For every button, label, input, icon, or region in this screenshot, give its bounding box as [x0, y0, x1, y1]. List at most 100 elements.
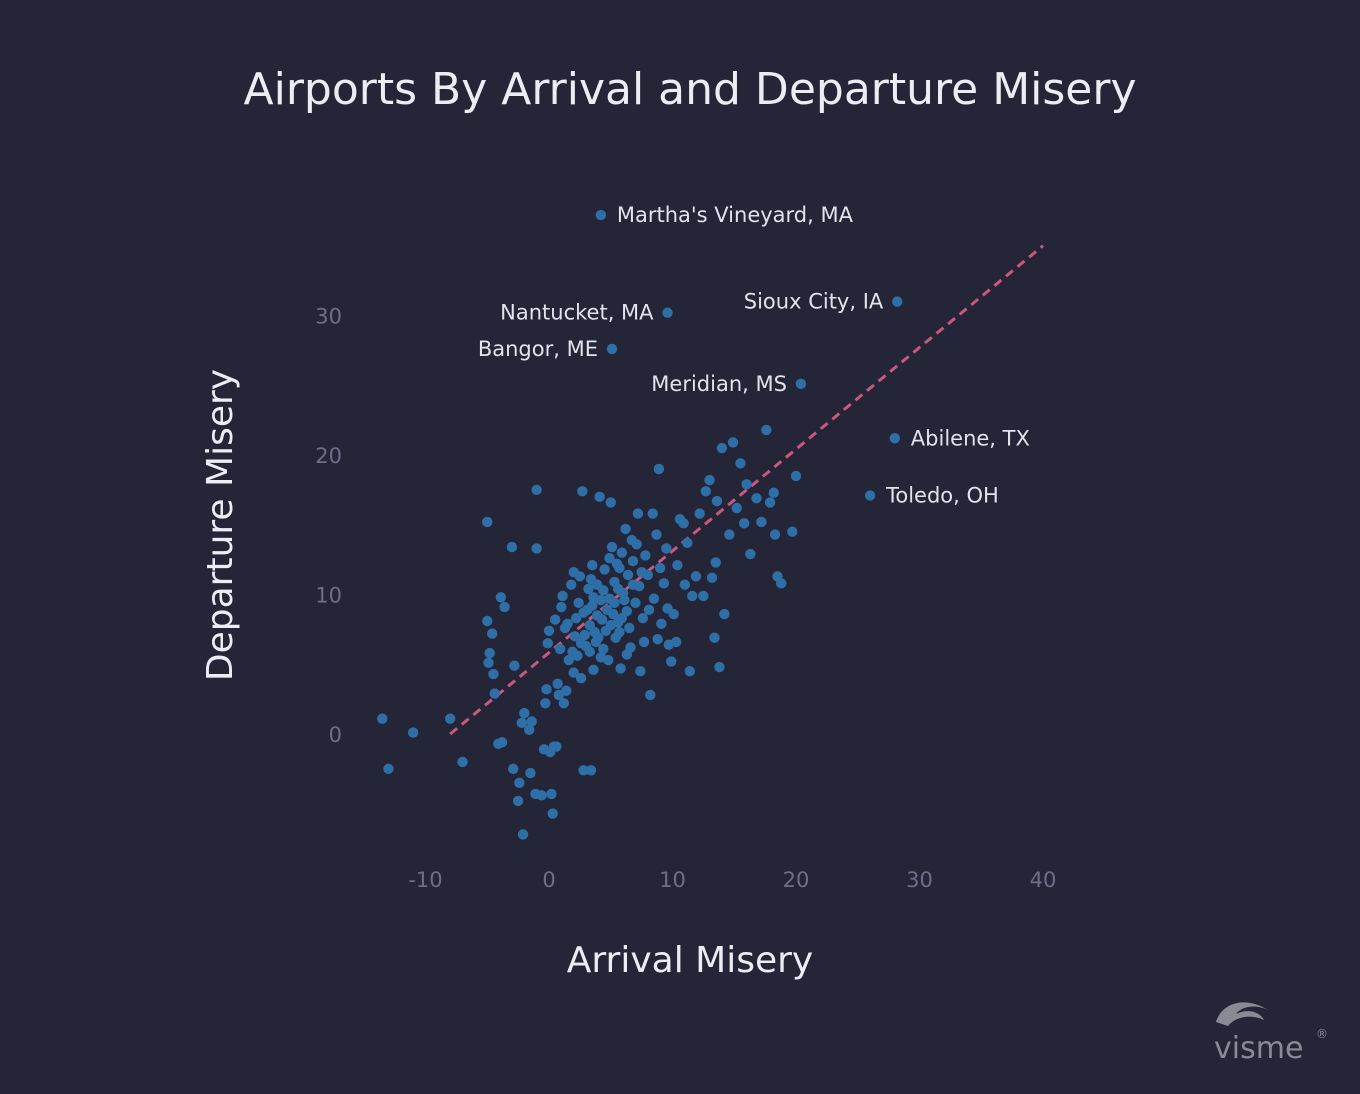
data-point [704, 474, 715, 486]
data-point [684, 666, 695, 677]
data-point [638, 636, 650, 648]
data-point [577, 486, 588, 497]
data-point [604, 553, 615, 564]
data-point [653, 463, 665, 475]
data-point [568, 566, 579, 578]
data-point [700, 486, 712, 497]
data-point [547, 808, 558, 819]
chart-title: Airports By Arrival and Departure Misery [244, 64, 1137, 115]
x-tick-label: -10 [408, 868, 442, 892]
data-point [552, 678, 563, 689]
data-point [507, 763, 519, 775]
data-point [647, 508, 658, 519]
data-point [614, 626, 625, 638]
labeled-data-point [595, 209, 607, 221]
data-point [563, 654, 574, 666]
data-point [640, 550, 651, 561]
data-point [531, 543, 542, 554]
data-points [377, 424, 802, 840]
data-point [575, 673, 587, 684]
x-axis-label: Arrival Misery [567, 940, 813, 981]
y-tick-label: 30 [315, 305, 342, 329]
data-point [745, 548, 756, 560]
data-point [519, 707, 530, 719]
data-point [407, 727, 419, 738]
data-point [583, 583, 594, 595]
point-label: Nantucket, MA [500, 301, 654, 325]
data-point [738, 518, 750, 529]
data-point [620, 523, 631, 535]
data-point [525, 767, 536, 779]
data-point [573, 597, 584, 609]
y-tick-label: 10 [315, 584, 342, 608]
data-point [622, 569, 634, 581]
data-point [524, 724, 535, 736]
data-point [727, 437, 739, 448]
data-point [598, 585, 609, 596]
data-point [578, 607, 589, 618]
data-point [516, 717, 528, 729]
data-point [594, 491, 605, 503]
logo-registered: ® [1316, 1027, 1328, 1041]
data-point [489, 688, 500, 699]
data-point [595, 594, 607, 606]
data-point [769, 529, 781, 540]
data-point [499, 601, 510, 613]
x-tick-label: 30 [906, 868, 933, 892]
data-point [568, 667, 579, 678]
data-point [531, 484, 542, 496]
point-labels: Martha's Vineyard, MA Nantucket, MA Sioux … [478, 203, 1030, 507]
data-point [486, 628, 498, 639]
point-label: Sioux City, IA [744, 290, 884, 314]
point-label: Martha's Vineyard, MA [617, 203, 854, 227]
data-point [578, 765, 589, 776]
data-point [632, 508, 644, 519]
y-tick-label: 0 [329, 723, 342, 747]
data-point [698, 590, 709, 602]
data-point [579, 629, 591, 641]
data-point [616, 547, 628, 558]
data-point [731, 502, 742, 514]
x-tick-label: 10 [659, 868, 686, 892]
data-point [554, 643, 566, 655]
data-point [540, 698, 551, 709]
data-point [383, 763, 394, 775]
data-point [735, 458, 746, 469]
data-point [606, 541, 618, 553]
data-point [562, 618, 573, 629]
x-tick-label: 0 [542, 868, 555, 892]
point-label: Abilene, TX [911, 426, 1030, 450]
data-point [558, 698, 570, 709]
data-point [714, 661, 725, 673]
data-point [741, 479, 752, 490]
data-point [587, 560, 598, 571]
data-point [587, 600, 598, 611]
data-point [605, 619, 616, 631]
data-point [630, 597, 641, 609]
data-point [598, 643, 609, 655]
point-label: Meridian, MS [651, 372, 787, 396]
data-point [621, 649, 633, 660]
data-point [585, 573, 597, 585]
data-point [612, 583, 624, 595]
data-point [561, 685, 572, 696]
x-tick-label: 20 [783, 868, 810, 892]
data-point [627, 555, 639, 567]
data-point [652, 633, 663, 645]
data-point [557, 590, 568, 602]
data-point [761, 424, 772, 436]
data-point [615, 663, 626, 674]
data-point [495, 592, 507, 603]
data-point [543, 625, 555, 636]
data-point [445, 713, 456, 724]
data-point [656, 618, 667, 629]
data-point [648, 593, 660, 604]
data-point [716, 442, 728, 454]
data-point [585, 765, 597, 776]
data-point [661, 543, 672, 554]
data-point [484, 647, 495, 659]
data-point [482, 615, 493, 627]
data-point [506, 541, 518, 553]
data-point [724, 529, 735, 540]
